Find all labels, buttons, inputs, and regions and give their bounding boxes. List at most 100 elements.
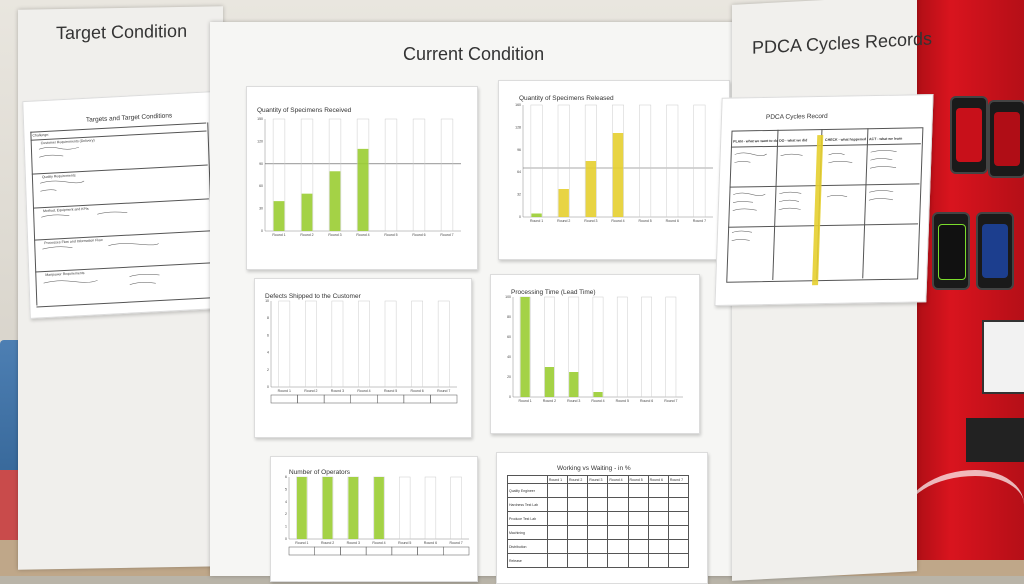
table-title: Working vs Waiting - in % <box>557 465 631 472</box>
bar-outline <box>384 118 398 232</box>
y-tick-label: 128 <box>515 125 521 129</box>
x-tick-label: Round 3 <box>347 541 360 545</box>
table-cell <box>567 525 589 540</box>
chart-received: 0 30 60 90 120 150 Round 1 Round 2 Round 3 Round … <box>257 117 461 237</box>
x-tick-label: Round 3 <box>567 399 580 403</box>
table-cell: Hardness Test Lab <box>507 497 548 512</box>
data-cell <box>443 546 470 556</box>
x-tick-label: Round 5 <box>639 219 652 223</box>
table-header-cell: Round 4 <box>607 475 629 484</box>
table-cell <box>607 511 629 526</box>
bar-outline <box>450 476 462 540</box>
target-heading: Target Condition <box>56 20 188 44</box>
y-tick-label: 150 <box>257 117 263 121</box>
chart-sheet-operators: Number of Operators 0 1 2 4 5 6 Round 1 Round 2… <box>270 456 478 582</box>
bar <box>544 367 555 397</box>
table-cell <box>587 539 609 554</box>
table-row: Distribution <box>507 539 690 554</box>
chart-title: Quantity of Specimens Received <box>257 107 352 114</box>
data-cell <box>417 546 444 556</box>
chart-title: Quantity of Specimens Released <box>519 95 614 102</box>
bar <box>520 297 530 397</box>
bar <box>301 193 313 231</box>
table-cell <box>607 539 629 554</box>
table-row: Machining <box>507 525 690 540</box>
y-tick-label: 2 <box>267 368 269 372</box>
x-tick-label: Round 4 <box>356 233 369 237</box>
table-cell <box>587 483 609 498</box>
bar <box>357 148 369 231</box>
y-tick-label: 0 <box>267 385 269 389</box>
table-cell <box>667 525 690 540</box>
working-waiting-table: Round 1 Round 2 Round 3 Round 4 Round 5 Round… <box>507 475 690 568</box>
table-cell <box>567 497 589 512</box>
bar <box>569 372 579 397</box>
x-tick-label: Round 2 <box>557 219 570 223</box>
bar-outline <box>592 296 604 398</box>
x-tick-label: Round 2 <box>543 399 556 403</box>
bar <box>593 392 603 397</box>
y-tick-label: 20 <box>507 375 511 379</box>
table-cell: Machining <box>507 525 548 540</box>
table-cell <box>546 497 569 512</box>
y-tick-label: 120 <box>257 139 263 143</box>
table-cell <box>546 483 569 498</box>
table-header-cell <box>507 475 548 484</box>
x-tick-label: Round 4 <box>611 219 624 223</box>
table-cell: Distribution <box>507 539 548 554</box>
table-cell <box>667 483 690 498</box>
x-tick-label: Round 3 <box>331 389 344 393</box>
data-cell <box>350 394 378 404</box>
bar-outline <box>424 476 437 540</box>
y-tick-label: 0 <box>519 215 521 219</box>
pdca-sheet: PDCA Cycles Record PLAN - what we want t… <box>714 94 934 307</box>
chart-title: Number of Operators <box>289 469 351 476</box>
table-cell <box>667 511 690 526</box>
data-cell <box>314 546 341 556</box>
y-tick-label: 5 <box>285 487 287 491</box>
x-tick-label: Round 6 <box>411 389 424 393</box>
bar <box>531 213 542 217</box>
pdca-heading: PDCA Cycles Records <box>752 28 933 58</box>
x-tick-label: Round 2 <box>300 233 313 237</box>
y-tick-label: 6 <box>267 333 269 337</box>
x-tick-label: Round 1 <box>519 399 532 403</box>
table-cell <box>627 511 649 526</box>
data-cell <box>270 394 298 404</box>
table-cell <box>647 525 669 540</box>
table-cell <box>546 525 569 540</box>
table-header-cell: Round 6 <box>647 475 669 484</box>
bar-outline <box>666 104 679 218</box>
y-tick-label: 8 <box>267 316 269 320</box>
bar <box>322 477 333 539</box>
bar-outline <box>641 296 652 398</box>
table-cell <box>627 483 649 498</box>
table-cell <box>587 553 609 568</box>
table-cell: Release <box>507 553 548 568</box>
table-cell <box>567 553 589 568</box>
y-tick-label: 0 <box>285 537 287 541</box>
x-tick-label: Round 6 <box>424 541 437 545</box>
table-cell <box>647 497 669 512</box>
data-cell <box>391 546 418 556</box>
chart-sheet-released: Quantity of Specimens Released 0 32 64 96 12… <box>498 80 730 260</box>
data-cell <box>430 394 458 404</box>
chart-title: Defects Shipped to the Customer <box>265 293 361 300</box>
bar-outline <box>411 300 423 388</box>
bar-outline <box>437 300 450 388</box>
target-sheet: Targets and Target Conditions Challenge:… <box>22 91 222 319</box>
vending-panel <box>982 320 1024 394</box>
x-tick-label: Round 2 <box>321 541 334 545</box>
table-row: Hardness Test Lab <box>507 497 690 512</box>
table-cell <box>607 497 629 512</box>
table-header-cell: Round 1 <box>546 475 569 484</box>
table-header-cell: Round 7 <box>667 475 690 484</box>
x-tick-label: Round 4 <box>372 541 385 545</box>
table-cell: Produce Test Lab <box>507 511 548 526</box>
x-tick-label: Round 1 <box>278 389 291 393</box>
y-tick-label: 90 <box>259 162 263 166</box>
bar-outline <box>358 300 370 388</box>
chart-defects: 0 2 4 6 8 10 Round 1 Round 2 Round 3 Round 4 Round… <box>265 299 458 404</box>
x-tick-label: Round 5 <box>616 399 629 403</box>
y-tick-label: 40 <box>507 355 511 359</box>
